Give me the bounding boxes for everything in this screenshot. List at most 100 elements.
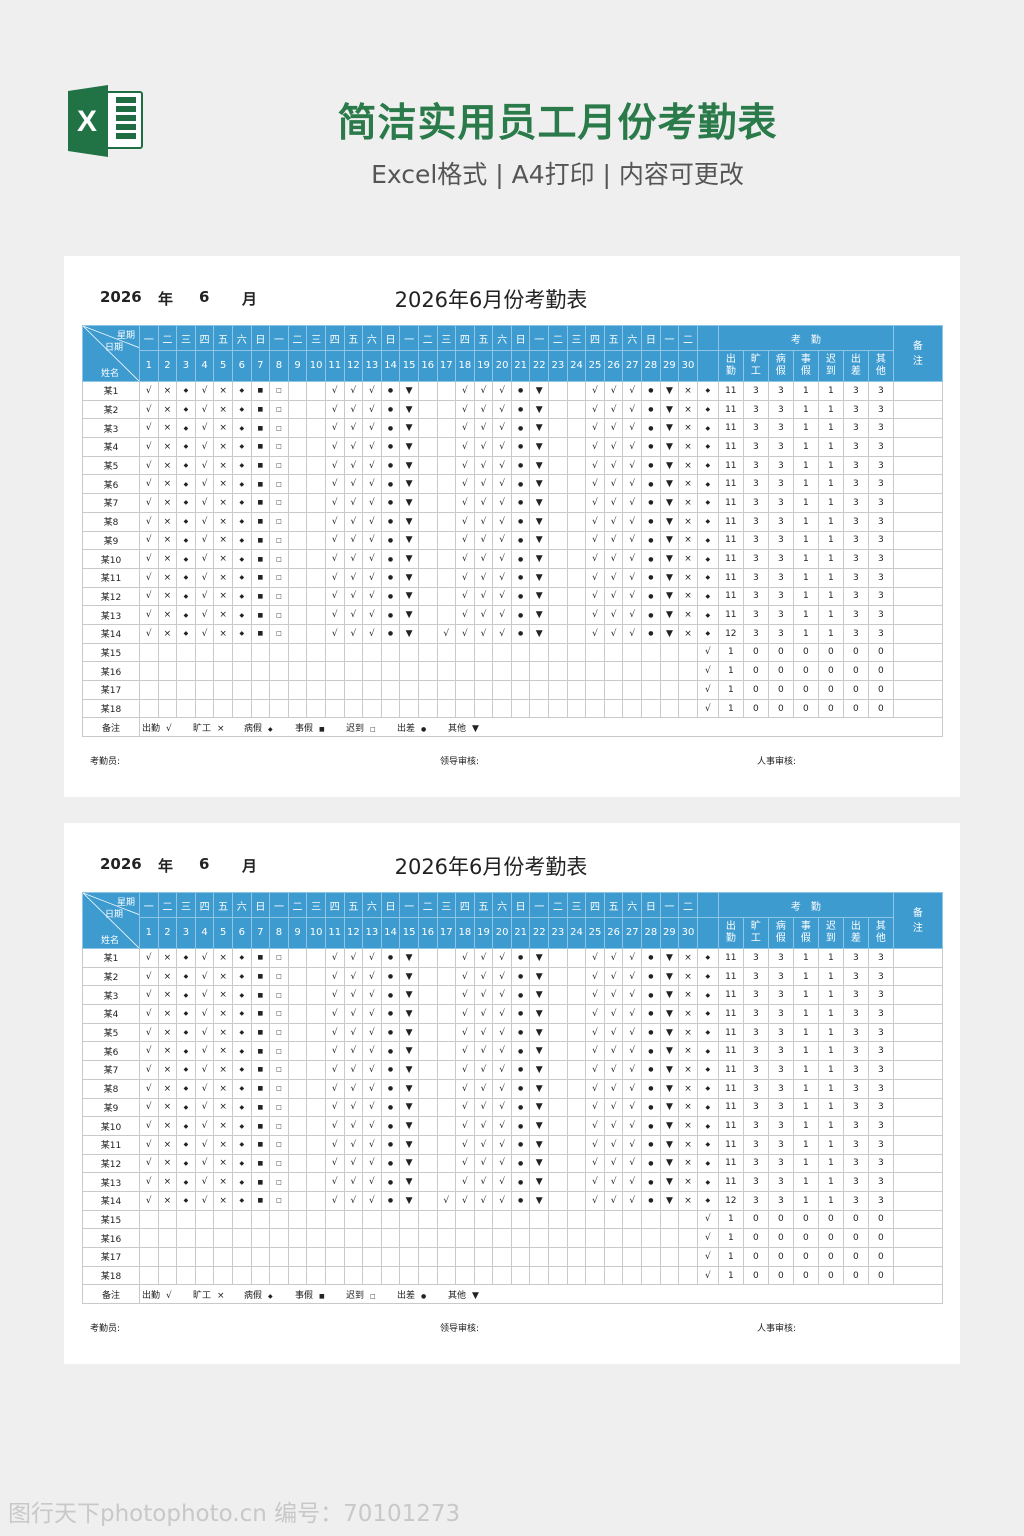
attendance-cell[interactable] [306,966,326,987]
attendance-cell[interactable] [399,680,419,700]
attendance-cell[interactable] [678,1247,698,1267]
attendance-cell[interactable]: √ [139,474,159,495]
remark-cell[interactable] [892,605,943,625]
attendance-cell[interactable] [194,661,215,681]
attendance-cell[interactable]: ● [380,1078,401,1099]
attendance-cell[interactable] [287,1172,308,1192]
attendance-cell[interactable]: √ [343,1116,364,1136]
attendance-cell[interactable] [194,1247,215,1267]
attendance-cell[interactable] [566,1228,587,1248]
attendance-cell[interactable] [417,1022,438,1043]
remark-cell[interactable] [892,661,943,681]
attendance-cell[interactable]: ● [380,530,401,551]
attendance-cell[interactable]: √ [139,530,159,551]
attendance-cell[interactable] [510,1247,531,1267]
attendance-cell[interactable] [417,1265,438,1286]
attendance-cell[interactable]: × [213,567,233,588]
attendance-cell[interactable]: ◆ [176,623,196,644]
attendance-cell[interactable]: ▼ [659,1041,680,1062]
attendance-cell[interactable]: ◆ [696,1190,719,1211]
attendance-cell[interactable] [324,1265,345,1286]
attendance-cell[interactable]: √ [603,1078,624,1099]
attendance-cell[interactable]: ■ [250,1134,271,1155]
attendance-cell[interactable] [603,642,624,663]
attendance-cell[interactable]: √ [492,1190,512,1211]
remark-cell[interactable] [892,1228,943,1248]
attendance-cell[interactable] [306,381,326,401]
attendance-cell[interactable] [436,1004,457,1024]
attendance-cell[interactable]: √ [324,1153,345,1174]
attendance-cell[interactable] [399,698,419,719]
attendance-cell[interactable]: ● [380,1134,401,1155]
attendance-cell[interactable] [417,680,438,700]
attendance-cell[interactable]: ● [641,549,661,569]
attendance-cell[interactable]: √ [492,1004,512,1024]
attendance-cell[interactable] [566,1041,587,1062]
attendance-cell[interactable]: √ [603,1153,624,1174]
attendance-cell[interactable]: ▼ [399,985,419,1006]
attendance-cell[interactable]: √ [455,399,475,420]
attendance-cell[interactable]: × [678,567,698,588]
attendance-cell[interactable] [417,698,438,719]
attendance-cell[interactable]: √ [362,549,382,569]
attendance-cell[interactable]: √ [492,605,512,625]
attendance-cell[interactable]: √ [585,399,605,420]
attendance-cell[interactable] [417,1134,438,1155]
attendance-cell[interactable]: ◆ [696,586,719,607]
attendance-cell[interactable] [287,1228,308,1248]
attendance-cell[interactable] [548,698,568,719]
attendance-cell[interactable]: ● [641,1116,661,1136]
attendance-cell[interactable]: √ [622,1097,643,1118]
attendance-cell[interactable] [287,661,308,681]
attendance-cell[interactable]: √ [455,1004,475,1024]
attendance-cell[interactable]: ▼ [399,455,419,476]
attendance-cell[interactable]: √ [622,1004,643,1024]
attendance-cell[interactable] [287,1265,308,1286]
attendance-cell[interactable] [306,1247,326,1267]
attendance-cell[interactable]: ◆ [231,623,252,644]
attendance-cell[interactable]: √ [492,985,512,1006]
attendance-cell[interactable] [250,661,271,681]
attendance-cell[interactable]: ◆ [696,455,719,476]
attendance-cell[interactable]: ◆ [231,1153,252,1174]
attendance-cell[interactable] [659,1228,680,1248]
attendance-cell[interactable]: × [213,1004,233,1024]
attendance-cell[interactable] [269,1228,289,1248]
attendance-cell[interactable]: √ [324,381,345,401]
attendance-cell[interactable] [436,1247,457,1267]
attendance-cell[interactable]: √ [343,399,364,420]
attendance-cell[interactable] [306,455,326,476]
attendance-cell[interactable]: ▼ [659,455,680,476]
attendance-cell[interactable] [306,1265,326,1286]
attendance-cell[interactable]: ● [380,1172,401,1192]
attendance-cell[interactable]: ▼ [659,1190,680,1211]
attendance-cell[interactable]: ◆ [231,1078,252,1099]
attendance-cell[interactable] [157,1247,178,1267]
attendance-cell[interactable] [231,1265,252,1286]
attendance-cell[interactable] [287,399,308,420]
attendance-cell[interactable] [436,698,457,719]
attendance-cell[interactable]: √ [473,948,494,968]
attendance-cell[interactable]: ▼ [529,530,550,551]
remark-cell[interactable] [892,399,943,420]
attendance-cell[interactable] [362,1209,382,1230]
attendance-cell[interactable]: × [157,1041,178,1062]
attendance-cell[interactable]: √ [324,1134,345,1155]
attendance-cell[interactable] [157,1209,178,1230]
attendance-cell[interactable] [622,698,643,719]
attendance-cell[interactable] [585,1228,605,1248]
attendance-cell[interactable]: ● [510,1022,531,1043]
attendance-cell[interactable]: ▼ [529,948,550,968]
attendance-cell[interactable]: × [213,1134,233,1155]
attendance-cell[interactable]: × [157,381,178,401]
attendance-cell[interactable] [399,1265,419,1286]
attendance-cell[interactable] [436,1209,457,1230]
attendance-cell[interactable] [417,1228,438,1248]
attendance-cell[interactable]: √ [194,1134,215,1155]
attendance-cell[interactable]: ▼ [529,1041,550,1062]
attendance-cell[interactable] [548,1209,568,1230]
attendance-cell[interactable] [585,698,605,719]
attendance-cell[interactable] [548,1247,568,1267]
attendance-cell[interactable]: √ [622,1078,643,1099]
attendance-cell[interactable]: √ [194,605,215,625]
